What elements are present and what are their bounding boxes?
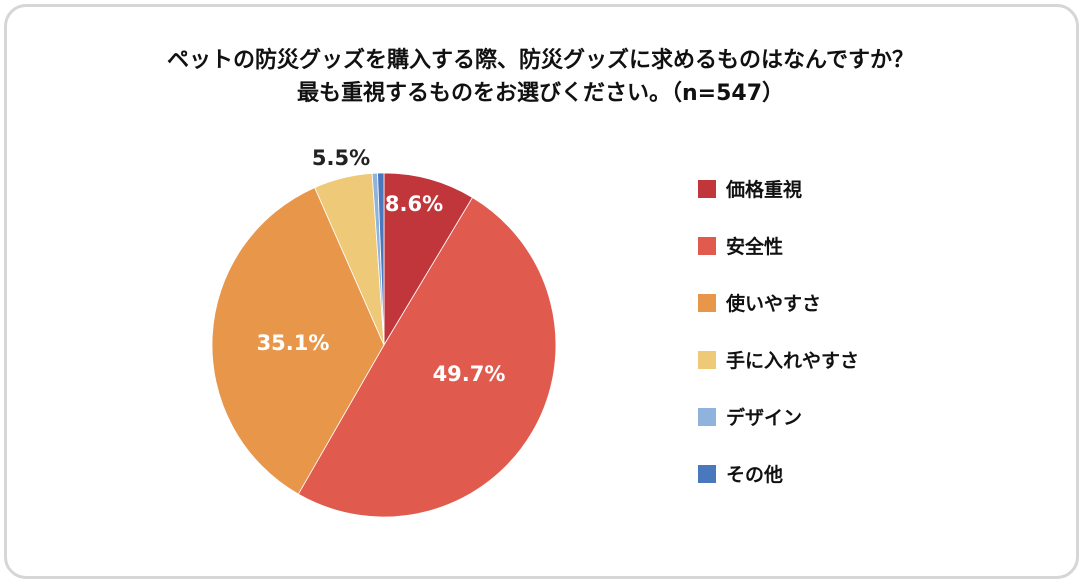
pie-slice-1 (383, 172, 474, 347)
legend-label: 価格重視 (726, 179, 803, 201)
pie-slice-2 (297, 196, 557, 518)
chart-title: ペットの防災グッズを購入する際、防災グッズに求めるものはなんですか？ 最も重視す… (0, 44, 1081, 110)
legend-swatch (698, 237, 716, 255)
legend-swatch (698, 465, 716, 483)
pie-data-label-4: 5.5% (312, 146, 370, 170)
legend-label: デザイン (726, 407, 803, 429)
legend-label: 安全性 (726, 236, 784, 258)
pie-slice-6 (377, 172, 385, 346)
pie-data-label-1: 8.6% (385, 192, 443, 216)
legend-label: 使いやすさ (726, 293, 822, 315)
legend-swatch (698, 351, 716, 369)
pie-slice-3 (211, 187, 385, 495)
legend-swatch (698, 408, 716, 426)
legend-swatch (698, 294, 716, 312)
legend-label: 手に入れやすさ (726, 350, 860, 372)
chart-title-line-2: 最も重視するものをお選びください。（n=547） (296, 81, 785, 106)
legend-swatch (698, 180, 716, 198)
pie-data-label-2: 49.7% (433, 362, 506, 386)
chart-title-line-1: ペットの防災グッズを購入する際、防災グッズに求めるものはなんですか？ (167, 48, 914, 73)
legend-label: その他 (726, 464, 784, 486)
pie-data-label-3: 35.1% (257, 331, 330, 355)
